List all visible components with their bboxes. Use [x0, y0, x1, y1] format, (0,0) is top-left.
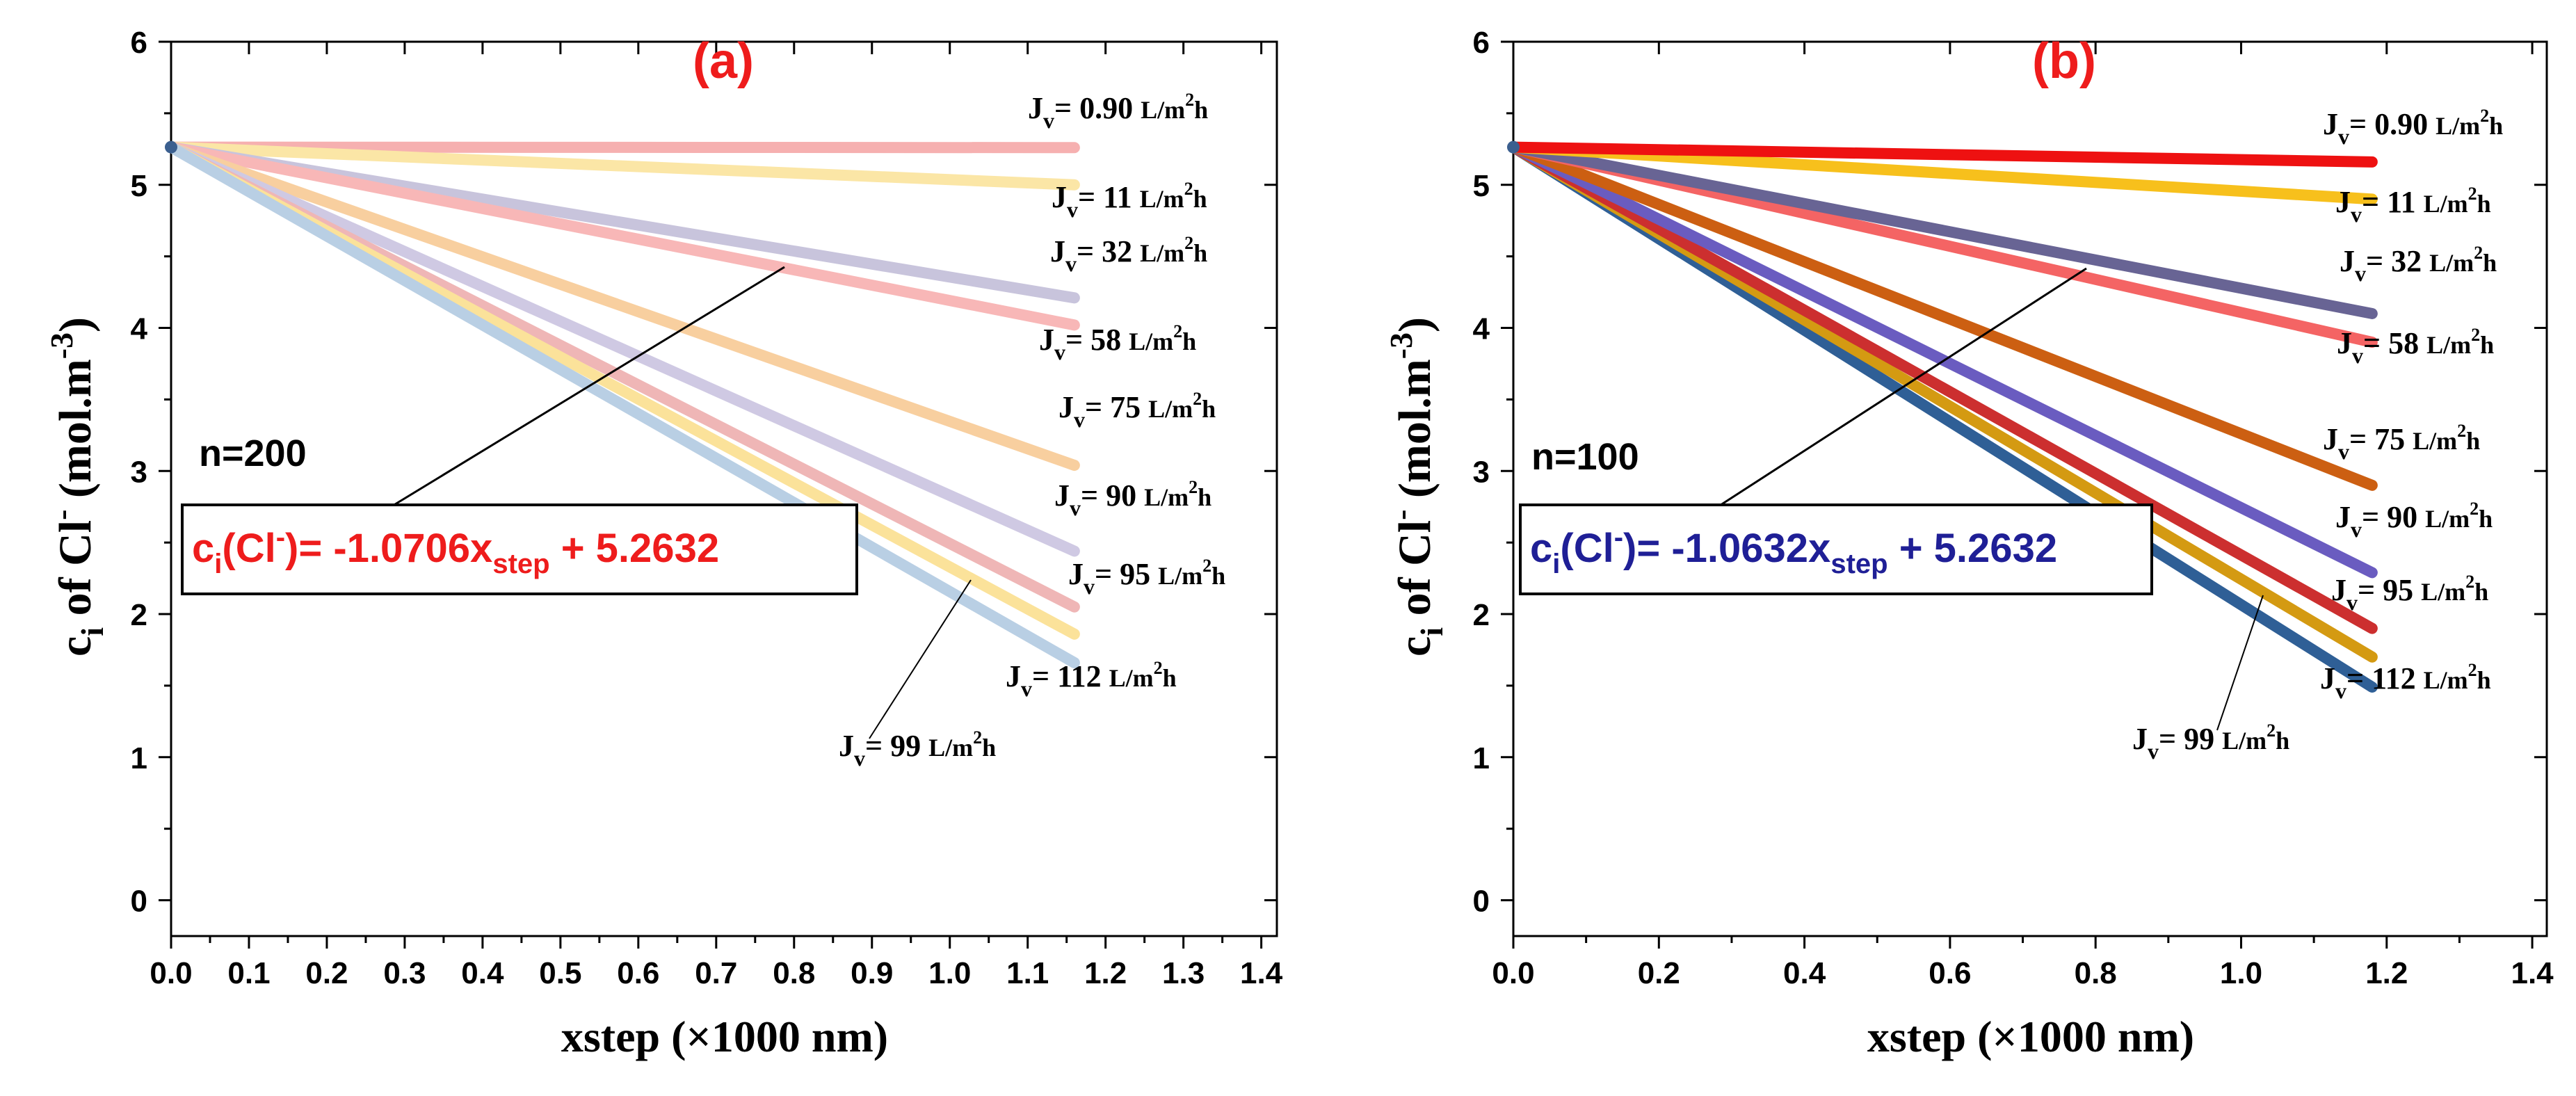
x-tick-label: 0.2	[305, 956, 348, 990]
x-tick-label: 0.9	[851, 956, 893, 990]
y-tick-label: 6	[131, 26, 147, 60]
jv-label: Jv= 75 L/m2h	[2323, 421, 2480, 464]
x-tick-label: 1.1	[1006, 956, 1049, 990]
series-line-b-90	[1508, 141, 2378, 579]
jv-label: Jv= 90 L/m2h	[1054, 477, 1211, 520]
x-tick-label: 0.8	[773, 956, 815, 990]
y-axis-label-b: ci of Cl- (mol.m-3)	[1383, 317, 1449, 656]
y-tick-label: 3	[1473, 455, 1490, 489]
x-tick-label: 0.3	[383, 956, 426, 990]
equation-leader-b	[1716, 267, 2087, 509]
y-tick-label: 5	[131, 169, 147, 203]
y-tick-label: 3	[131, 455, 147, 489]
y-tick-label: 5	[1473, 169, 1490, 203]
jv-label: Jv= 95 L/m2h	[1068, 556, 1225, 599]
x-tick-label: 1.0	[928, 956, 971, 990]
jv-label: Jv= 95 L/m2h	[2331, 572, 2488, 615]
jv99-leader-b	[2216, 595, 2264, 731]
x-tick-label: 1.0	[2220, 956, 2262, 990]
jv-label: Jv= 90 L/m2h	[2335, 499, 2493, 542]
equation-box-a	[181, 503, 858, 595]
jv-label: Jv= 11 L/m2h	[2335, 184, 2491, 227]
jv-label: Jv= 75 L/m2h	[1058, 389, 1216, 432]
jv-label: Jv= 99 L/m2h	[839, 727, 996, 771]
x-tick-label: 0.2	[1638, 956, 1680, 990]
y-axis-label-a: ci of Cl- (mol.m-3)	[44, 317, 110, 656]
x-tick-label: 0.4	[461, 956, 504, 990]
equation-box-b	[1519, 503, 2153, 595]
y-tick-label: 1	[131, 741, 147, 775]
x-tick-label: 1.4	[1240, 956, 1283, 990]
equation-text-b: ci(Cl-)= -1.0632xstep + 5.2632	[1530, 522, 2057, 579]
y-tick-label: 4	[131, 312, 148, 346]
y-tick-label: 4	[1473, 312, 1490, 346]
equation-leader-a	[389, 266, 785, 509]
y-tick-label: 6	[1473, 26, 1490, 60]
series-line-a-58	[166, 141, 1080, 331]
x-tick-label: 0.6	[617, 956, 659, 990]
x-tick-label: 1.3	[1162, 956, 1205, 990]
series-line-b-75	[1508, 141, 2378, 491]
start-point-a	[165, 140, 177, 154]
y-tick-label: 1	[1473, 741, 1490, 775]
equation-text-a: ci(Cl-)= -1.0706xstep + 5.2632	[192, 522, 719, 579]
x-tick-label: 1.4	[2511, 956, 2554, 990]
x-tick-label: 0.8	[2075, 956, 2117, 990]
n-label-a: n=200	[199, 433, 307, 474]
jv-label: Jv= 99 L/m2h	[2132, 720, 2289, 764]
series-line-b-11	[1508, 141, 2378, 205]
series-line-a-11	[166, 141, 1080, 191]
jv-label: Jv= 32 L/m2h	[1050, 233, 1207, 276]
x-tick-label: 1.2	[1084, 956, 1127, 990]
jv-label: Jv= 112 L/m2h	[2320, 660, 2491, 703]
series-line-a-0_90	[166, 141, 1080, 154]
series-line-b-0_90	[1508, 141, 2378, 168]
n-label-b: n=100	[1531, 436, 1639, 478]
x-axis-label-b: xstep (×1000 nm)	[1867, 1012, 2194, 1061]
jv-label: Jv= 0.90 L/m2h	[1028, 90, 1208, 133]
x-tick-label: 1.2	[2365, 956, 2408, 990]
y-tick-label: 2	[131, 598, 147, 632]
start-point-b	[1507, 140, 1520, 154]
jv-label: Jv= 58 L/m2h	[2337, 325, 2494, 368]
panel-title-b: (b)	[2032, 33, 2096, 89]
y-tick-label: 2	[1473, 598, 1490, 632]
x-tick-label: 0.4	[1783, 956, 1826, 990]
series-line-b-32	[1508, 141, 2378, 319]
series-line-b-95	[1508, 141, 2378, 634]
x-tick-label: 0.1	[227, 956, 270, 990]
series-line-a-75	[166, 141, 1080, 472]
jv99-leader-a	[869, 579, 972, 739]
panel-b: 0.0 0.2 0.4 0.6 0.8 1.0 1.2 1.4 0 1 2 3 4 5 6 Jv= 0.90 …	[1383, 26, 2554, 1061]
jv-label: Jv= 58 L/m2h	[1039, 321, 1196, 364]
y-tick-label: 0	[1473, 885, 1490, 919]
series-line-a-112	[166, 141, 1080, 668]
x-tick-label: 0.6	[1929, 956, 1971, 990]
jv-label: Jv= 32 L/m2h	[2340, 243, 2497, 286]
panel-a: 0.0 0.1 0.2 0.3 0.4 0.5 0.6 0.7 0.8 0.9 1.0 1.1 1.2 1…	[44, 26, 1283, 1061]
jv-label: Jv= 0.90 L/m2h	[2323, 106, 2503, 149]
jv-label: Jv= 112 L/m2h	[1006, 658, 1177, 701]
x-tick-label: 0.0	[1492, 956, 1534, 990]
x-tick-label: 0.0	[150, 956, 192, 990]
plot-frame-a	[170, 40, 1278, 937]
panel-title-a: (a)	[693, 33, 754, 89]
jv-label: Jv= 11 L/m2h	[1052, 179, 1207, 222]
x-tick-label: 0.5	[539, 956, 581, 990]
series-line-a-90	[166, 141, 1080, 557]
x-axis-label-a: xstep (×1000 nm)	[561, 1012, 888, 1061]
plot-frame-b	[1512, 40, 2548, 937]
x-tick-label: 0.7	[695, 956, 737, 990]
y-tick-label: 0	[131, 885, 147, 919]
